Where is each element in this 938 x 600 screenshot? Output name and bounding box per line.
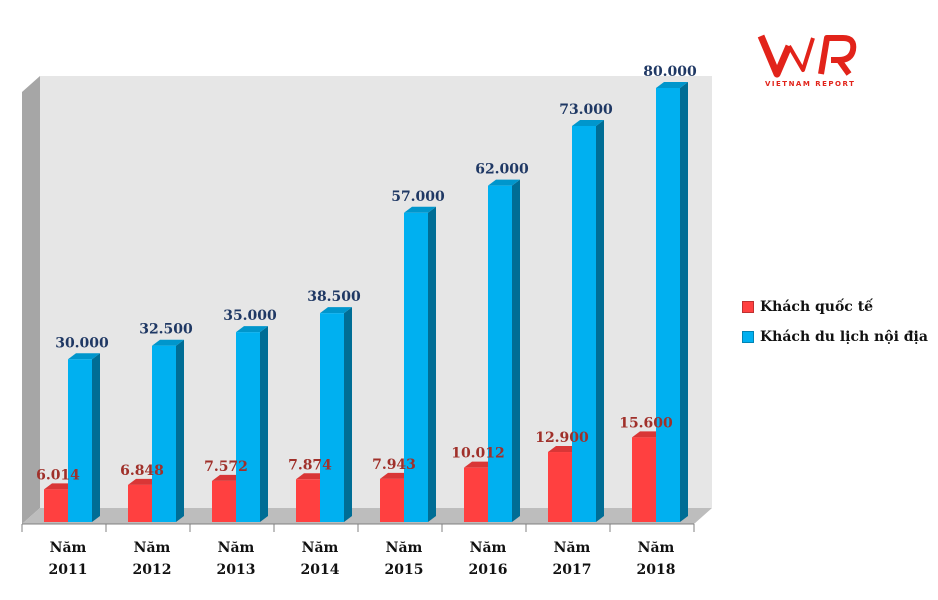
chart-back-wall <box>40 76 712 508</box>
legend-item-khach-noi-dia: Khách du lịch nội địa <box>742 322 928 352</box>
value-labels-layer: 6.014 30.000 6.848 32.500 7.572 35.000 7.874 38… <box>36 64 697 483</box>
bar-domestic-6 <box>572 119 604 522</box>
value-label: 15.600 <box>619 415 673 431</box>
bar-domestic-0 <box>68 353 100 522</box>
legend-item-khach-quoc-te: Khách quốc tế <box>742 292 928 322</box>
x-tick-label: Năm 2016 <box>469 540 508 578</box>
bar-domestic-5 <box>488 179 520 522</box>
value-label: 30.000 <box>55 335 109 351</box>
bar-domestic-3 <box>320 307 352 522</box>
x-tick-label: Năm 2017 <box>553 540 592 578</box>
value-label: 10.012 <box>451 446 505 462</box>
value-label: 35.000 <box>223 308 277 324</box>
chart-side-wall <box>22 76 40 524</box>
legend-label: Khách du lịch nội địa <box>760 329 928 345</box>
bar-domestic-1 <box>152 339 184 522</box>
x-tick-label: Năm 2011 <box>49 540 88 578</box>
value-label: 57.000 <box>391 189 445 205</box>
value-label: 62.000 <box>475 162 529 178</box>
bars-layer <box>44 82 688 522</box>
logo-tagline: VIETNAM REPORT <box>765 80 856 88</box>
legend: Khách quốc tế Khách du lịch nội địa <box>742 292 928 352</box>
x-tick-label: Năm 2013 <box>217 540 256 578</box>
bar-domestic-4 <box>404 206 436 522</box>
legend-swatch-blue <box>742 331 754 343</box>
legend-label: Khách quốc tế <box>760 299 874 315</box>
chart-floor <box>22 508 712 524</box>
value-label: 7.572 <box>204 459 248 475</box>
value-label: 6.848 <box>120 463 164 479</box>
vnr-logo-mark <box>757 34 857 78</box>
value-label: 73.000 <box>559 102 613 118</box>
x-axis-ticks: Năm 2011 Năm 2012 Năm 2013 Năm 2014 Năm 2015 Năm 20… <box>21 524 695 578</box>
x-tick-label: Năm 2018 <box>637 540 676 578</box>
vnr-logo: VIETNAM REPORT <box>755 30 865 98</box>
value-label: 38.500 <box>307 289 361 305</box>
bar-domestic-7 <box>656 82 688 522</box>
bar-domestic-2 <box>236 326 268 522</box>
x-tick-label: Năm 2015 <box>385 540 424 578</box>
x-tick-label: Năm 2012 <box>133 540 172 578</box>
value-label: 7.943 <box>372 457 416 473</box>
value-label: 12.900 <box>535 430 589 446</box>
value-label: 80.000 <box>643 64 697 80</box>
value-label: 6.014 <box>36 467 80 483</box>
value-label: 7.874 <box>288 457 332 473</box>
value-label: 32.500 <box>139 322 193 338</box>
x-tick-label: Năm 2014 <box>301 540 340 578</box>
legend-swatch-red <box>742 301 754 313</box>
